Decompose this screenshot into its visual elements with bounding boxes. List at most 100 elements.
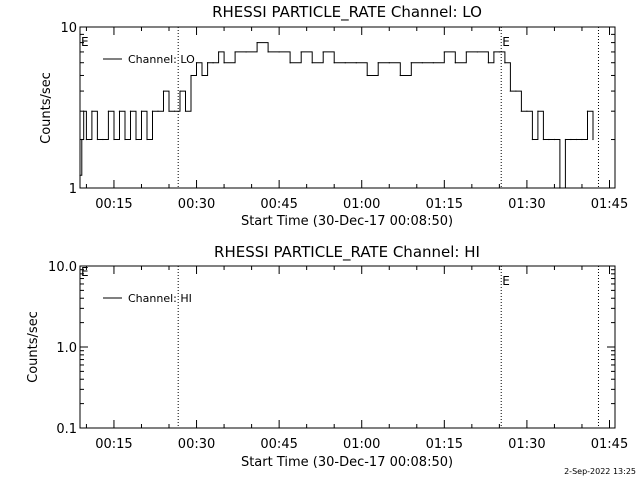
chart-lo-data-point	[234, 51, 236, 53]
chart-lo-data-point	[575, 138, 578, 141]
chart-lo-data-point	[355, 62, 357, 64]
chart-lo-data-point	[85, 138, 88, 141]
chart-lo-data-point	[173, 110, 176, 112]
chart-lo-data-point	[157, 110, 159, 112]
chart-lo-data-point	[190, 74, 192, 77]
chart-lo-data-point	[168, 110, 170, 112]
chart-lo-data-point	[388, 62, 390, 64]
chart-lo-data-point	[366, 74, 368, 77]
chart-lo-data-point	[509, 90, 511, 92]
footer-timestamp: 2-Sep-2022 13:25	[564, 467, 636, 476]
chart-lo-title: RHESSI PARTICLE_RATE Channel: LO	[212, 3, 482, 22]
chart-lo-data-point	[124, 138, 126, 141]
chart-hi-ytick-label: 0.1	[56, 422, 77, 437]
chart-hi-corner-label: E	[81, 265, 89, 279]
chart-lo-data-point	[586, 110, 589, 112]
chart-lo-ytick-label: 1	[69, 182, 77, 197]
chart-lo-xtick-label: 00:45	[260, 197, 297, 212]
chart-lo-data-point	[322, 51, 324, 53]
chart-lo-data-point	[245, 51, 247, 53]
chart-hi-xtick-label: 01:45	[591, 437, 628, 452]
chart-lo-data-point	[531, 138, 534, 141]
chart-hi-ytick-label: 10.0	[48, 260, 77, 275]
chart-lo-data-point	[410, 62, 412, 64]
chart-lo-data-point	[107, 110, 110, 112]
chart-lo-data-point	[267, 51, 269, 53]
chart-lo-xtick-label: 01:45	[591, 197, 628, 212]
chart-lo-data-point	[570, 138, 572, 141]
chart-lo-xtick-label: 01:15	[426, 197, 463, 212]
chart-lo-data-point	[592, 138, 594, 141]
chart-lo-data-point	[493, 51, 495, 53]
chart-hi-xlabel: Start Time (30-Dec-17 00:08:50)	[241, 455, 453, 470]
chart-hi-xtick-label: 01:00	[343, 437, 380, 452]
chart-lo-xtick-label: 01:00	[343, 197, 380, 212]
chart-lo-data-point	[118, 110, 121, 112]
chart-lo-data-point	[300, 51, 302, 53]
chart-lo-data-point	[162, 90, 165, 92]
chart-lo-xtick-label: 00:30	[178, 197, 215, 212]
chart-hi-event-label: E	[502, 274, 510, 288]
chart-lo-plot-frame	[79, 26, 616, 189]
chart-lo-corner-label: E	[81, 35, 89, 49]
chart-lo-data-point	[206, 62, 209, 64]
chart-lo-series-line	[80, 42, 594, 189]
chart-lo-data-point	[581, 138, 583, 141]
chart-hi-title: RHESSI PARTICLE_RATE Channel: HI	[214, 243, 480, 262]
chart-lo-data-point	[184, 110, 187, 112]
chart-lo-data-point	[278, 51, 280, 53]
chart-lo-xtick-label: 00:15	[95, 197, 132, 212]
chart-lo-data-point	[333, 62, 335, 64]
chart-lo-data-point	[454, 62, 456, 64]
chart-lo-data-point	[537, 110, 539, 112]
chart-lo-legend-label: Channel: LO	[128, 53, 195, 66]
chart-lo-data-point	[79, 174, 81, 176]
chart-lo-data-point	[113, 138, 115, 141]
chart-lo-data-point	[201, 74, 203, 77]
chart-lo-data-point	[217, 51, 220, 53]
chart-hi-ytick-label: 1.0	[56, 341, 77, 356]
chart-lo-event-label: E	[502, 35, 510, 49]
chart-lo-data-point	[102, 138, 104, 141]
chart-lo-data-point	[564, 138, 567, 141]
chart-lo-data-point	[526, 110, 528, 112]
chart-lo-data-point	[465, 51, 467, 53]
chart-lo-data-point	[289, 62, 291, 64]
chart-lo-xtick-label: 01:30	[508, 197, 545, 212]
chart-lo-data-point	[377, 62, 379, 64]
chart-lo-data-point	[553, 138, 556, 141]
chart-lo-xlabel: Start Time (30-Dec-17 00:08:50)	[241, 214, 453, 229]
chart-lo-data-point	[311, 62, 313, 64]
chart-lo-ylabel: Counts/sec	[39, 72, 54, 144]
chart-lo-data-point	[344, 62, 346, 64]
chart-hi-xtick-label: 01:30	[508, 437, 545, 452]
chart-lo-data-point	[548, 138, 550, 141]
chart-lo-data-point	[96, 138, 99, 141]
chart-lo-data-point	[542, 138, 545, 141]
chart-lo-data-point	[559, 187, 561, 189]
chart-lo-data-point	[432, 62, 434, 64]
chart-lo-data-point	[81, 138, 83, 141]
chart-hi-xtick-label: 01:15	[426, 437, 463, 452]
chart-lo-data-point	[179, 90, 181, 92]
chart-lo-data-point	[140, 110, 143, 112]
chart-lo-data-point	[421, 62, 423, 64]
chart-lo: RHESSI PARTICLE_RATE Channel: LO Counts/…	[39, 3, 628, 229]
chart-lo-data-point	[135, 138, 137, 141]
chart-lo-data-point	[443, 51, 445, 53]
chart-lo-data-point	[195, 62, 198, 64]
chart-hi-ylabel: Counts/sec	[26, 311, 41, 383]
chart-lo-data-point	[129, 110, 132, 112]
chart-lo-data-point	[146, 138, 148, 141]
chart-lo-data-point	[399, 74, 401, 77]
chart-hi-xtick-label: 00:45	[260, 437, 297, 452]
chart-lo-data-point	[212, 62, 214, 64]
chart-lo-ytick-label: 10	[60, 21, 77, 36]
chart-lo-data-point	[151, 110, 154, 112]
chart-lo-data-point	[256, 42, 258, 44]
chart-hi: RHESSI PARTICLE_RATE Channel: HI Counts/…	[26, 243, 628, 470]
chart-lo-data-point	[91, 110, 93, 112]
chart-lo-data-point	[83, 110, 85, 112]
chart-lo-data-point	[223, 62, 225, 64]
